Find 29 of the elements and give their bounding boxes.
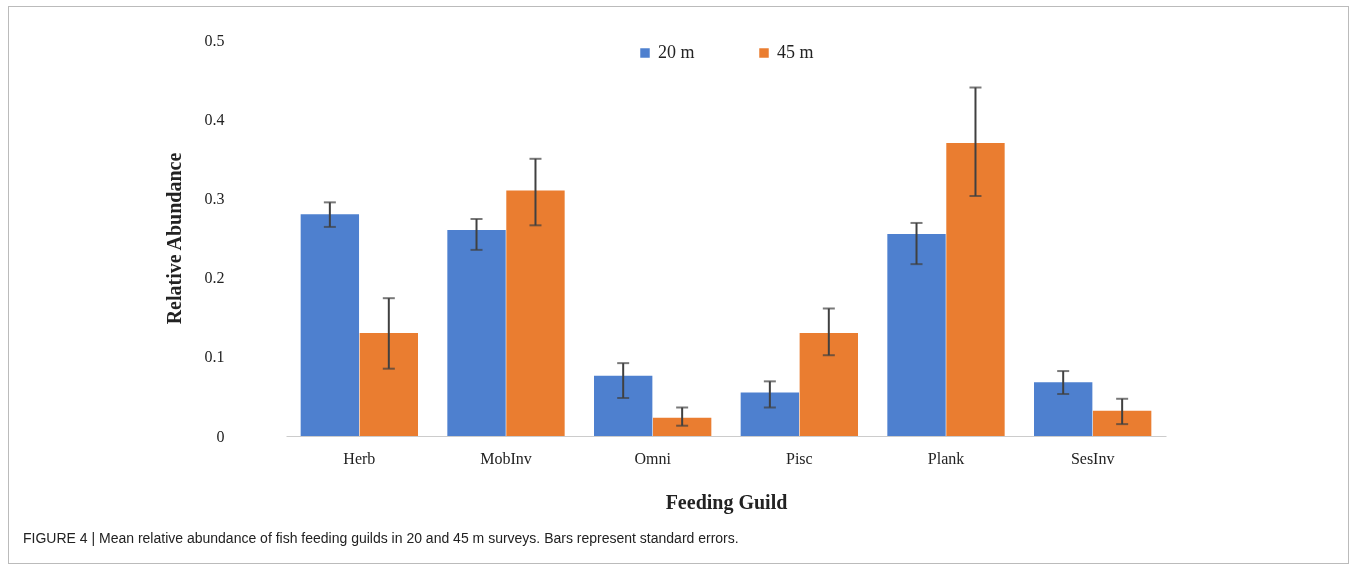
legend-label: 20 m (658, 42, 695, 62)
bar (447, 230, 506, 436)
x-tick-label: Omni (634, 449, 672, 467)
bar (652, 417, 712, 436)
x-axis-title: Feeding Guild (665, 490, 788, 514)
legend-label: 45 m (777, 42, 814, 62)
bar (594, 375, 653, 436)
x-tick-label: Plank (927, 449, 965, 467)
bar (359, 333, 418, 436)
y-tick-label: 0.3 (204, 189, 225, 207)
bar (1092, 410, 1152, 436)
bar (1034, 382, 1093, 436)
x-tick-label: SesInv (1070, 449, 1115, 467)
bar (740, 392, 800, 436)
bar (799, 333, 858, 436)
x-tick-label: MobInv (480, 449, 532, 467)
y-tick-label: 0.4 (204, 110, 225, 128)
bar (506, 190, 565, 436)
x-tick-label: Herb (343, 449, 376, 467)
y-tick-label: 0 (216, 427, 225, 445)
bar (946, 142, 1005, 436)
y-axis-title: Relative Abundance (162, 152, 185, 325)
y-tick-label: 0.5 (204, 31, 225, 49)
caption: FIGURE 4 | Mean relative abundance of fish feeding guilds in 20 and 45 m surveys. Bars represent standard errors. (23, 530, 739, 546)
bar (300, 214, 360, 436)
y-tick-label: 0.2 (204, 269, 225, 287)
x-tick-label: Pisc (786, 449, 813, 467)
y-tick-label: 0.1 (204, 348, 225, 366)
bar (887, 234, 946, 436)
